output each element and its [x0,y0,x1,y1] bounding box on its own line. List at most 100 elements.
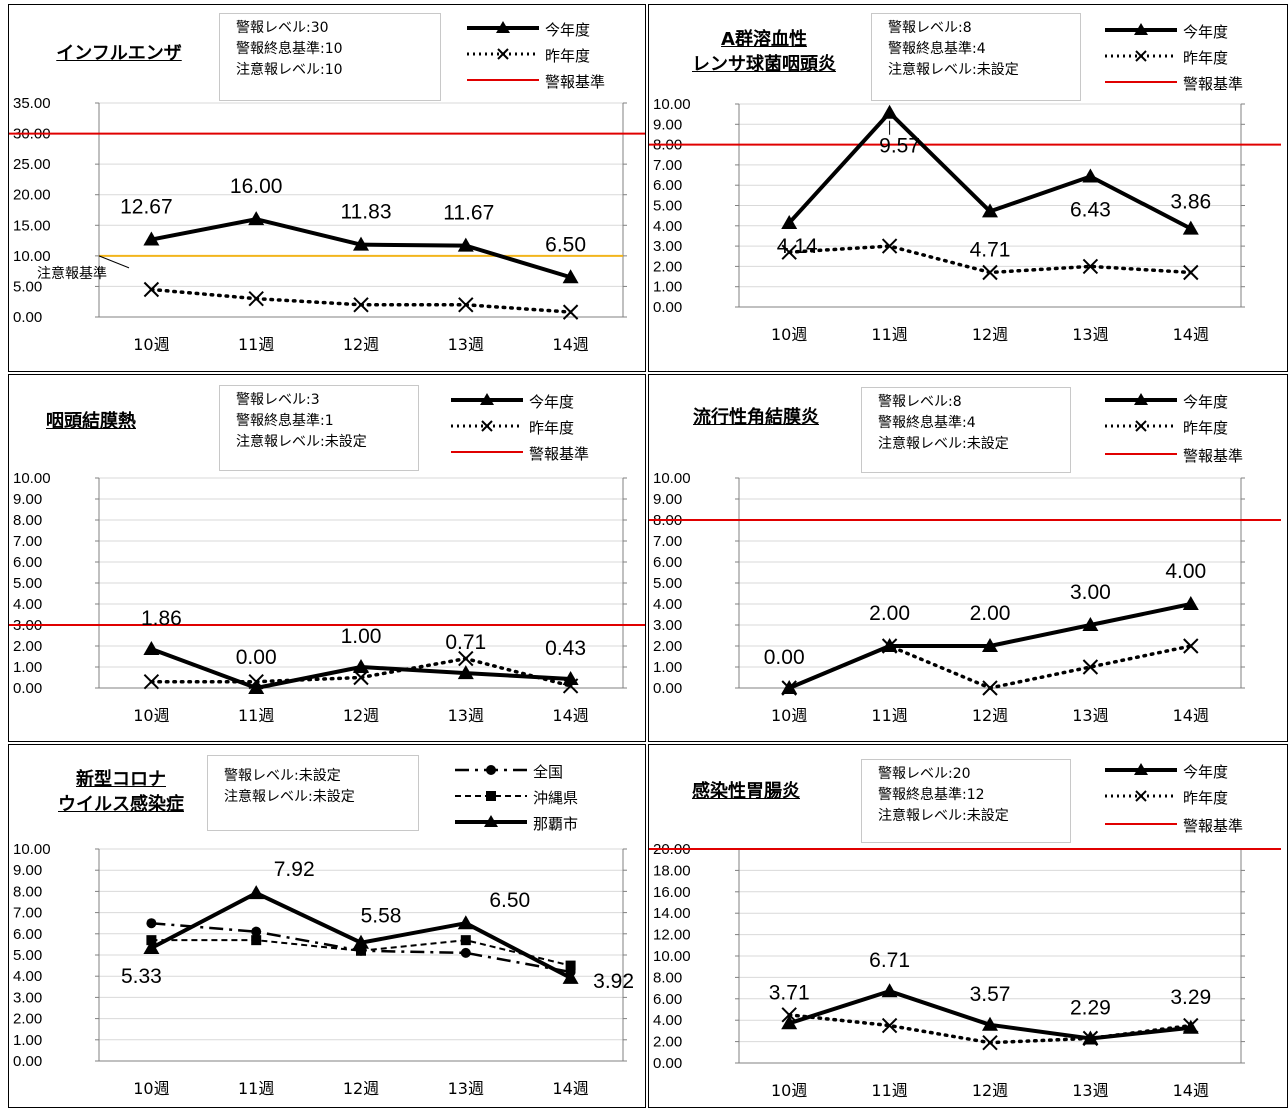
data-point [353,659,369,673]
legend-current: 今年度 [1095,389,1245,411]
y-tick-label: 1.00 [13,659,42,676]
x-tick-label: 10週 [133,335,169,354]
info-box: 警報レベル:8 警報終息基準:4 注意報レベル:未設定 [861,387,1071,473]
data-point [781,214,798,229]
data-point [457,237,474,252]
x-tick-label: 11週 [871,706,907,725]
legend-alert-label: 警報基準 [1183,817,1244,835]
data-label: 3.71 [769,981,810,1004]
data-point [1082,1030,1099,1047]
y-tick-label: 16.00 [653,884,691,901]
title-line: インフルエンザ [56,43,182,64]
legend-previous-label: 昨年度 [1183,789,1229,807]
legend-national: 全国 [445,759,595,781]
y-tick-label: 4.00 [653,218,682,235]
alert-end-text: 警報終息基準:4 [878,415,976,431]
x-tick-label: 11週 [238,706,274,725]
data-point [143,640,160,655]
data-label: 4.00 [1165,560,1206,583]
data-point [1182,596,1199,610]
x-tick-label: 10週 [771,706,807,725]
y-tick-label: 14.00 [653,905,691,922]
y-tick-label: 4.00 [13,596,42,613]
data-point [781,1015,798,1030]
data-point [146,918,157,929]
title-line: A群溶血性 [721,29,807,50]
data-point [881,1017,898,1034]
alert-level-text: 警報レベル:8 [888,20,972,36]
data-point [143,281,160,298]
y-tick-label: 2.00 [653,1034,682,1051]
legend: 今年度 昨年度 警報基準 [1095,19,1275,99]
y-tick-label: 25.00 [13,156,51,173]
y-tick-label: 0.00 [13,680,42,697]
title-line: レンサ球菌咽頭炎 [692,54,836,75]
y-tick-label: 6.00 [653,177,682,194]
legend-previous-label: 昨年度 [529,419,575,437]
legend-current-label: 今年度 [1183,393,1229,411]
y-tick-label: 2.00 [13,1011,42,1028]
series-1: 12.67 16.00 11.83 11.67 6.50 [120,175,586,284]
legend-previous-label: 昨年度 [1183,419,1229,437]
y-tick-label: 6.00 [13,926,42,943]
data-label: 12.67 [120,196,173,219]
y-tick-label: 7.00 [13,533,42,550]
legend-alert-label: 警報基準 [529,445,590,463]
legend-current-label: 今年度 [545,21,591,39]
data-point [248,290,264,307]
chart-title: 感染性胃腸炎 [671,779,821,804]
data-label: 6.71 [869,949,910,972]
data-point [248,673,264,690]
data-label: 3.57 [970,983,1011,1006]
x-tick-label: 14週 [1173,1081,1209,1100]
legend: 今年度 昨年度 警報基準 [457,17,637,97]
title-line: 咽頭結膜熱 [46,411,136,432]
info-box: 警報レベル:8 警報終息基準:4 注意報レベル:未設定 [871,13,1081,101]
legend-current: 今年度 [457,17,607,39]
y-tick-label: 18.00 [653,862,691,879]
legend-previous: 昨年度 [457,43,607,65]
series-3: 5.33 7.92 5.58 6.50 3.92 [121,858,634,993]
x-tick-label: 12週 [972,325,1008,344]
data-point [562,678,579,694]
data-point [353,934,369,949]
data-label: 2.00 [970,602,1011,625]
y-tick-label: 10.00 [653,96,691,113]
y-tick-label: 15.00 [13,217,51,234]
series-1: 0.00 2.00 2.00 3.00 4.00 [764,560,1206,694]
data-point [881,238,898,254]
series-2 [781,638,1199,696]
x-tick-label: 12週 [343,1079,379,1098]
data-label: 1.86 [141,607,182,630]
x-tick-label: 12週 [972,706,1008,725]
data-label: 2.29 [1070,996,1111,1019]
x-tick-label: 13週 [448,335,484,354]
legend-alert-label: 警報基準 [1183,447,1244,465]
legend-alert: 警報基準 [441,441,591,463]
data-point [248,680,265,694]
data-point [1182,220,1199,235]
data-label: 11.67 [443,202,494,225]
y-tick-label: 0.00 [653,680,682,697]
plot-area: 0.001.002.003.004.005.006.007.008.009.00… [9,470,645,725]
chart-title: 新型コロナ ウイルス感染症 [31,767,211,817]
alert-level-text: 警報レベル:3 [236,392,320,408]
y-tick-label: 12.00 [653,927,691,944]
data-point [881,638,898,654]
y-tick-label: 6.00 [13,554,42,571]
series-line [149,287,573,314]
data-label: 3.86 [1170,191,1211,214]
series-1: 4.14 9.57 4.71 6.43 3.86 [777,104,1211,261]
caution-leader-line [98,255,130,269]
plot-area: 0.00 2.00 4.00 6.00 8.00 10.00 12.00 14.00 16.00… [649,841,1281,1100]
alert-level-text: 警報レベル:20 [878,766,971,782]
title-line: 感染性胃腸炎 [692,781,800,802]
data-label: 4.71 [970,238,1011,261]
alert-level-text: 警報レベル:未設定 [224,768,341,784]
y-tick-label: 9.00 [653,491,682,508]
legend-previous-label: 昨年度 [1183,49,1229,67]
y-tick-label: 35.00 [13,95,51,112]
x-tick-label: 13週 [1072,1081,1108,1100]
y-tick-label: 5.00 [13,278,42,295]
caution-level-text: 注意報レベル:未設定 [888,62,1019,78]
